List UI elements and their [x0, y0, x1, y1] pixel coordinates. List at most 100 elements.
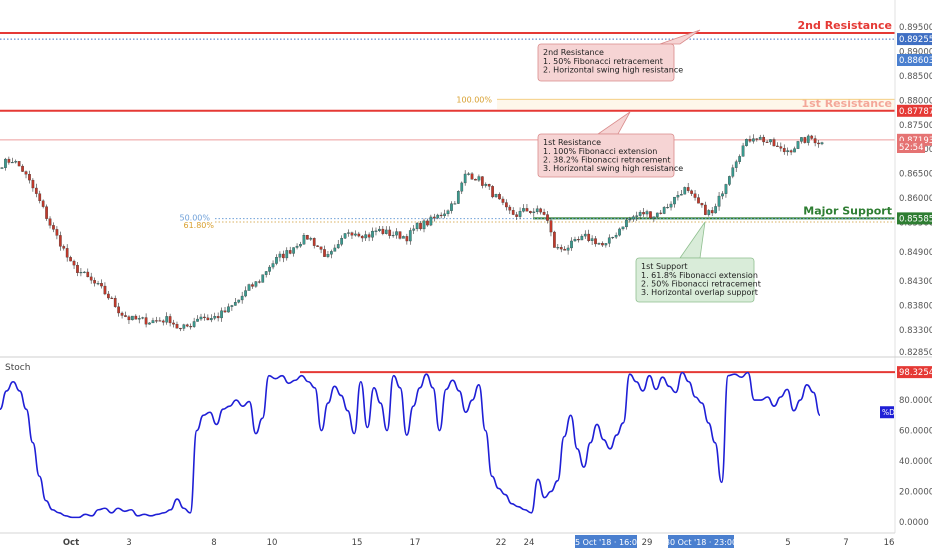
candle-body: [28, 174, 31, 181]
time-axis[interactable]: Oct 3 8 10 15 17 22 24 29 5 7 16 25 Oct '18 · 16:00 3…: [63, 535, 895, 548]
callout-title: 2nd Resistance: [543, 48, 604, 57]
price-high-tag-text: 0.88603: [899, 56, 932, 66]
candle-body: [686, 187, 690, 191]
candle-body: [415, 222, 419, 230]
time-tick-label: 24: [524, 538, 535, 548]
candle-body: [113, 297, 117, 307]
candle-body: [405, 236, 409, 242]
stoch-series-tag: [880, 406, 894, 419]
candle-body: [614, 235, 618, 238]
candles: [0, 134, 824, 332]
time-cursor-tag-text: 25 Oct '18 · 16:00: [570, 538, 642, 547]
candle-body: [553, 231, 556, 248]
candle-body: [446, 210, 450, 215]
candle-body: [734, 161, 738, 168]
candle-body: [199, 316, 203, 320]
candle-body: [419, 222, 422, 230]
candle-body: [793, 148, 796, 153]
candle-body: [371, 230, 374, 238]
candle-body: [350, 232, 354, 236]
stoch-axis[interactable]: 80.0000 60.0000 40.0000 20.0000 0.0000 98.325…: [880, 366, 932, 528]
candle-body: [758, 136, 762, 140]
candle-body: [741, 145, 745, 157]
candle-body: [573, 239, 577, 242]
countdown-tag-text: 52:54: [899, 143, 924, 153]
candle-body: [786, 150, 790, 153]
time-cursor-tag: [575, 535, 637, 548]
callout-box[interactable]: [537, 133, 675, 178]
candle-body: [590, 238, 594, 242]
candle-body: [82, 271, 86, 273]
candle-body: [752, 138, 755, 142]
time-tick-label: 15: [352, 538, 363, 548]
candle-body: [395, 231, 398, 236]
candle-body: [546, 214, 549, 221]
candle-body: [360, 235, 364, 239]
candle-body: [477, 176, 481, 181]
candle-body: [676, 195, 680, 198]
level-label: 2nd Resistance: [798, 19, 892, 32]
time-cursor-tag-text: 30 Oct '18 · 23:00: [665, 538, 737, 547]
candle-body: [703, 204, 707, 215]
candle-body: [367, 234, 371, 238]
level-price-tag-text: 0.87787: [899, 107, 932, 117]
candle-body: [72, 260, 76, 266]
candle-body: [817, 142, 820, 145]
price-high-tag: [897, 54, 932, 66]
candle-body: [391, 234, 395, 237]
candle-body: [765, 141, 769, 143]
candle-body: [275, 257, 278, 264]
candle-body: [511, 210, 515, 215]
price-axis[interactable]: 0.895000.890000.885000.880000.875000.870…: [894, 0, 932, 533]
candle-body: [31, 179, 35, 189]
price-tick-label: 0.89000: [899, 48, 932, 58]
candle-body: [628, 218, 632, 221]
candle-body: [330, 251, 333, 255]
level-price-tag-text: 0.89255: [899, 35, 932, 45]
candle-body: [635, 215, 639, 217]
price-tick-label: 0.86000: [899, 194, 932, 204]
callout-box[interactable]: [635, 257, 755, 303]
candle-body: [745, 139, 748, 146]
candle-body: [251, 284, 254, 287]
candle-body: [295, 245, 299, 248]
candle-body: [803, 137, 807, 143]
candle-body: [607, 237, 611, 244]
price-tick-label: 0.87500: [899, 121, 932, 131]
candle-body: [257, 281, 261, 283]
stoch-pane[interactable]: [0, 371, 895, 519]
candle-body: [21, 165, 24, 172]
candle-body: [714, 206, 717, 214]
candle-body: [683, 187, 687, 195]
fib-100-label: 100.00%: [456, 95, 492, 104]
candle-body: [480, 176, 484, 186]
candle-body: [17, 161, 21, 167]
candle-body: [621, 226, 625, 230]
time-tick-label: 8: [211, 538, 216, 548]
callout-line: 1. 61.8% Fibonacci extension: [641, 271, 758, 280]
time-tick-label: 17: [410, 538, 421, 548]
candle-body: [69, 257, 72, 262]
level-label: Major Support: [803, 204, 892, 217]
candle-body: [148, 322, 151, 325]
callout-line: 2. Horizontal swing high resistance: [543, 66, 683, 75]
stoch-series-tag-text: %D: [882, 408, 895, 417]
candle-body: [563, 248, 567, 251]
level-price-tag-text: 0.85585: [899, 214, 932, 224]
candle-body: [724, 184, 728, 194]
callout-line: 1. 50% Fibonacci retracement: [543, 57, 663, 66]
candle-body: [45, 206, 48, 219]
level-price-tag-text: 0.87193: [899, 136, 932, 146]
candle-body: [285, 250, 289, 259]
candle-body: [288, 250, 292, 254]
candle-body: [535, 208, 539, 213]
candle-body: [450, 203, 453, 211]
candle-body: [4, 158, 7, 168]
candle-body: [206, 317, 210, 321]
callout-box[interactable]: [537, 43, 675, 82]
candle-body: [343, 233, 347, 239]
candle-body: [172, 322, 175, 325]
candle-body: [10, 162, 14, 164]
